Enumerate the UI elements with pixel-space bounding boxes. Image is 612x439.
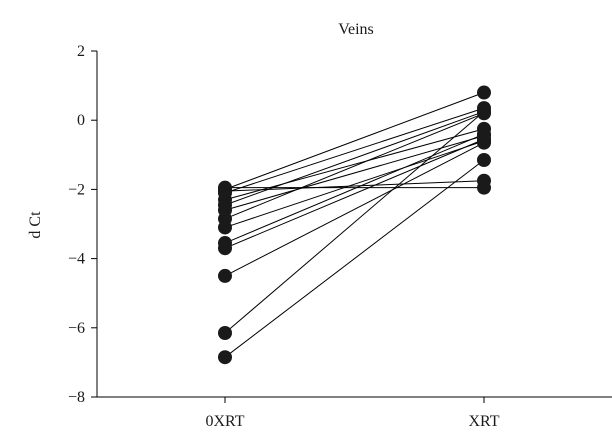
pair-line: [224, 112, 485, 220]
pair-line: [224, 133, 485, 244]
x-tick-label: XRT: [468, 413, 499, 430]
y-tick-label: −4: [68, 251, 85, 268]
y-tick-label: 0: [77, 112, 85, 129]
data-point: [477, 85, 491, 100]
data-point: [218, 268, 232, 283]
data-point: [218, 350, 232, 365]
pair-line: [224, 107, 485, 194]
chart-title: Veins: [338, 21, 374, 38]
pair-line: [224, 135, 485, 211]
pair-line: [224, 142, 485, 277]
y-tick-label: 2: [77, 43, 85, 60]
data-point: [218, 241, 232, 256]
data-point: [218, 325, 232, 340]
pair-line: [224, 111, 485, 206]
pair-line: [224, 140, 485, 228]
x-ticks: 0XRT XRT: [205, 397, 500, 430]
y-tick-label: −8: [68, 389, 85, 406]
data-point: [477, 152, 491, 167]
y-axis-label: d Ct: [27, 211, 44, 239]
pair-line: [224, 92, 485, 190]
pair-lines: [224, 92, 485, 358]
y-tick-label: −2: [68, 181, 85, 198]
data-point: [218, 220, 232, 235]
y-ticks: 2 0 −2 −4 −6 −8: [68, 43, 97, 406]
pair-line: [224, 111, 485, 334]
y-tick-label: −6: [68, 320, 85, 337]
pair-line: [224, 159, 485, 358]
data-point: [477, 104, 491, 119]
data-point: [477, 173, 491, 188]
points: [218, 85, 491, 365]
x-tick-label: 0XRT: [205, 413, 244, 430]
pair-line: [224, 138, 485, 249]
pair-line: [224, 128, 485, 201]
data-point: [477, 135, 491, 150]
